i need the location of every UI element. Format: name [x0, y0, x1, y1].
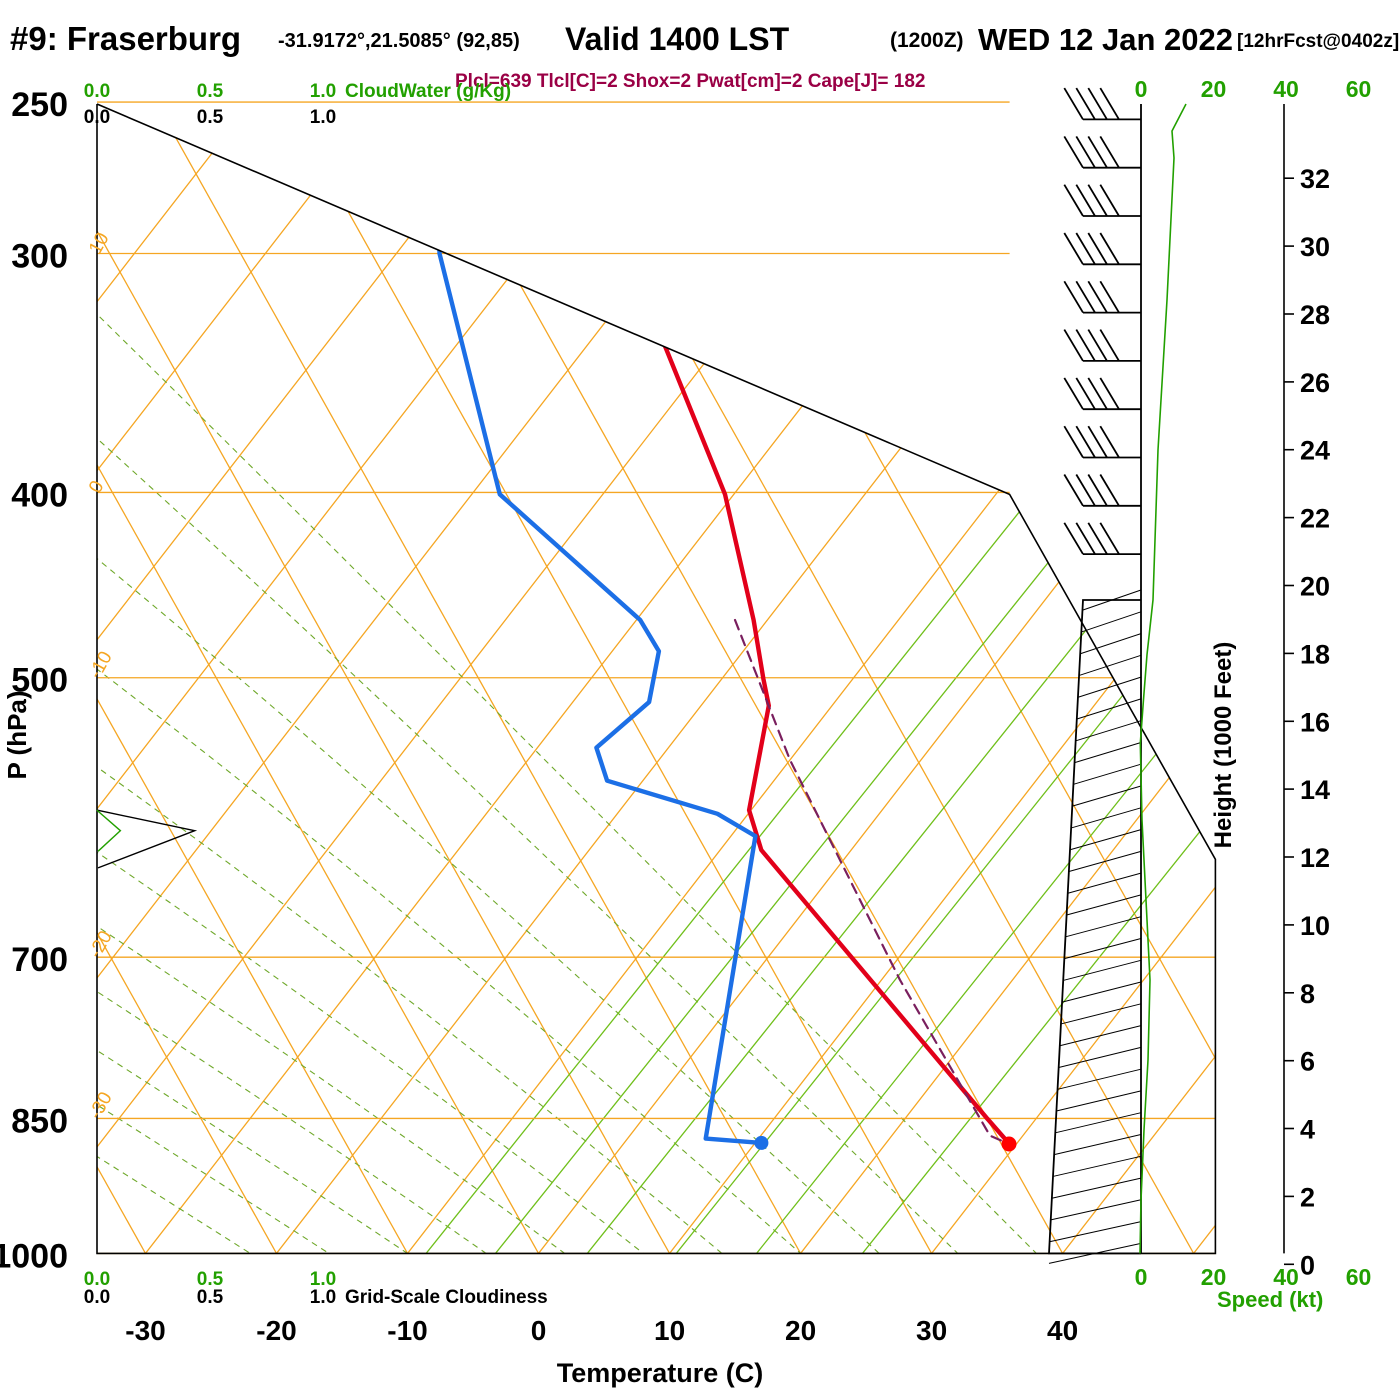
svg-text:(1200Z): (1200Z) [890, 29, 964, 52]
svg-text:0.5: 0.5 [197, 81, 224, 102]
svg-text:10: 10 [1300, 911, 1330, 941]
svg-text:250: 250 [11, 86, 68, 124]
svg-text:60: 60 [1346, 76, 1372, 102]
svg-text:0.0: 0.0 [84, 1287, 110, 1308]
svg-text:10: 10 [654, 1315, 685, 1346]
svg-text:1000: 1000 [0, 1237, 68, 1275]
svg-text:Speed (kt): Speed (kt) [1217, 1287, 1323, 1312]
svg-text:8: 8 [1300, 979, 1315, 1009]
svg-text:Height (1000 Feet): Height (1000 Feet) [1210, 642, 1237, 849]
svg-text:CloudWater (g/Kg): CloudWater (g/Kg) [345, 81, 511, 102]
svg-text:850: 850 [11, 1102, 68, 1140]
svg-text:40: 40 [1047, 1315, 1078, 1346]
svg-text:20: 20 [1201, 76, 1227, 102]
svg-text:0: 0 [1135, 1264, 1148, 1290]
svg-text:20: 20 [1300, 572, 1330, 602]
svg-text:4: 4 [1300, 1115, 1315, 1145]
svg-text:0.5: 0.5 [197, 107, 224, 128]
svg-text:30: 30 [1300, 232, 1330, 262]
svg-text:28: 28 [1300, 300, 1330, 330]
svg-text:WED 12 Jan 2022: WED 12 Jan 2022 [978, 22, 1233, 57]
svg-text:1.0: 1.0 [310, 81, 336, 102]
svg-text:#9: Fraserburg: #9: Fraserburg [10, 20, 241, 57]
svg-text:700: 700 [11, 941, 68, 979]
svg-text:6: 6 [1300, 1047, 1315, 1077]
svg-text:1.0: 1.0 [310, 1287, 336, 1308]
svg-text:26: 26 [1300, 368, 1330, 398]
svg-text:22: 22 [1300, 504, 1330, 534]
svg-text:2: 2 [1300, 1182, 1315, 1212]
svg-text:Temperature (C): Temperature (C) [557, 1358, 764, 1388]
svg-text:Grid-Scale Cloudiness: Grid-Scale Cloudiness [345, 1287, 548, 1308]
svg-text:-30: -30 [125, 1315, 165, 1346]
svg-text:P (hPa): P (hPa) [2, 690, 32, 779]
svg-text:0: 0 [1135, 76, 1148, 102]
svg-text:Valid 1400 LST: Valid 1400 LST [565, 21, 790, 57]
svg-text:24: 24 [1300, 436, 1330, 466]
svg-text:40: 40 [1273, 76, 1299, 102]
svg-text:-31.9172°,21.5085° (92,85): -31.9172°,21.5085° (92,85) [278, 30, 520, 52]
svg-text:20: 20 [785, 1315, 816, 1346]
svg-text:Plcl=639 Tlcl[C]=2 Shox=2 Pwat: Plcl=639 Tlcl[C]=2 Shox=2 Pwat[cm]=2 Cap… [455, 71, 925, 92]
svg-text:60: 60 [1346, 1264, 1372, 1290]
svg-text:[12hrFcst@0402z]: [12hrFcst@0402z] [1237, 31, 1399, 52]
svg-text:-10: -10 [387, 1315, 427, 1346]
svg-text:0: 0 [531, 1315, 547, 1346]
svg-text:0.5: 0.5 [197, 1287, 224, 1308]
svg-text:16: 16 [1300, 707, 1330, 737]
svg-text:0: 0 [1300, 1250, 1315, 1280]
svg-text:300: 300 [11, 238, 68, 276]
svg-text:12: 12 [1300, 843, 1330, 873]
svg-text:18: 18 [1300, 639, 1330, 669]
svg-text:14: 14 [1300, 775, 1330, 805]
svg-text:32: 32 [1300, 164, 1330, 194]
svg-text:-20: -20 [256, 1315, 296, 1346]
svg-text:30: 30 [916, 1315, 947, 1346]
svg-text:400: 400 [11, 476, 68, 514]
svg-text:0.0: 0.0 [84, 107, 110, 128]
svg-text:1.0: 1.0 [310, 107, 336, 128]
svg-text:0.0: 0.0 [84, 81, 110, 102]
